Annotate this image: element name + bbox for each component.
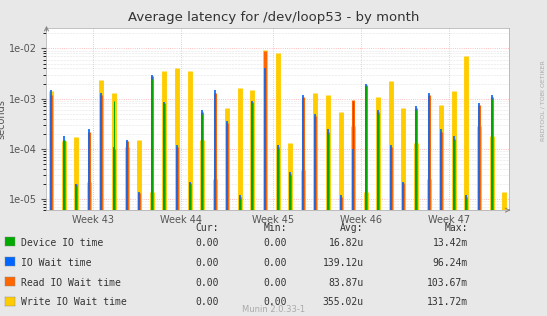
Text: IO Wait time: IO Wait time: [21, 258, 91, 268]
Text: Avg:: Avg:: [340, 223, 364, 233]
Text: 0.00: 0.00: [264, 258, 287, 268]
Text: Average latency for /dev/loop53 - by month: Average latency for /dev/loop53 - by mon…: [128, 11, 419, 24]
Text: Device IO time: Device IO time: [21, 238, 103, 248]
Text: RRDTOOL / TOBI OETIKER: RRDTOOL / TOBI OETIKER: [541, 61, 546, 142]
Text: 0.00: 0.00: [195, 238, 219, 248]
Text: 83.87u: 83.87u: [329, 277, 364, 288]
Text: 0.00: 0.00: [264, 297, 287, 307]
Text: Min:: Min:: [264, 223, 287, 233]
Text: 0.00: 0.00: [264, 277, 287, 288]
Text: 131.72m: 131.72m: [427, 297, 468, 307]
Y-axis label: seconds: seconds: [0, 99, 6, 139]
Text: 13.42m: 13.42m: [433, 238, 468, 248]
Text: 96.24m: 96.24m: [433, 258, 468, 268]
Text: 139.12u: 139.12u: [323, 258, 364, 268]
Text: 355.02u: 355.02u: [323, 297, 364, 307]
Text: Write IO Wait time: Write IO Wait time: [21, 297, 126, 307]
Text: 0.00: 0.00: [264, 238, 287, 248]
Text: Munin 2.0.33-1: Munin 2.0.33-1: [242, 306, 305, 314]
Text: Read IO Wait time: Read IO Wait time: [21, 277, 121, 288]
Text: 0.00: 0.00: [195, 277, 219, 288]
Text: 0.00: 0.00: [195, 297, 219, 307]
Text: 0.00: 0.00: [195, 258, 219, 268]
Text: 103.67m: 103.67m: [427, 277, 468, 288]
Text: Max:: Max:: [444, 223, 468, 233]
Text: Cur:: Cur:: [195, 223, 219, 233]
Text: 16.82u: 16.82u: [329, 238, 364, 248]
